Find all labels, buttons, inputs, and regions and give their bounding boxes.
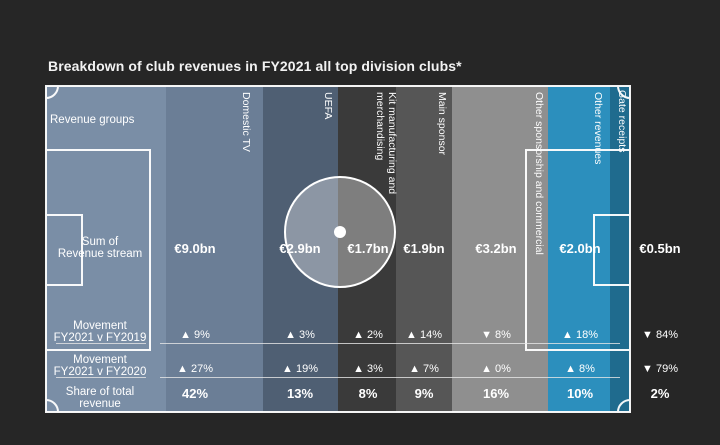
share-other-revenues: 10% bbox=[566, 386, 594, 401]
movement19-other-sponsorship-and-commercial: ▼ 8% bbox=[481, 329, 511, 341]
row-label-share-line1: Share of total bbox=[65, 386, 135, 398]
movement19-other-revenues: ▲ 18% bbox=[562, 329, 598, 341]
band-gate-receipts bbox=[610, 86, 630, 412]
row-label-mv19-line1: Movement bbox=[73, 320, 127, 332]
sum-main-sponsor: €1.9bn bbox=[403, 241, 445, 256]
row-label-sum-line1: Sum of bbox=[81, 236, 119, 248]
row-label-mv20-line2: FY2021 v FY2020 bbox=[53, 366, 147, 378]
column-label-kit-manufacturing-and-merchandising: Kit manufacturing and merchandising bbox=[374, 92, 398, 195]
separator-row-1 bbox=[160, 343, 620, 344]
band-kit bbox=[338, 86, 396, 412]
band-other-sponsorship bbox=[452, 86, 548, 412]
corner-arc-bl bbox=[45, 399, 59, 413]
movement19-uefa: ▲ 3% bbox=[285, 329, 315, 341]
movement19-main-sponsor: ▲ 14% bbox=[406, 329, 442, 341]
movement20-other-sponsorship-and-commercial: ▲ 0% bbox=[481, 363, 511, 375]
row-label-share-line2: revenue bbox=[79, 398, 121, 410]
column-label-other-revenues: Other revenues bbox=[592, 92, 604, 165]
separator-row-2 bbox=[160, 377, 620, 378]
share-other-sponsorship-and-commercial: 16% bbox=[482, 386, 510, 401]
row-label-sum: Sum of Revenue stream bbox=[50, 236, 150, 260]
sum-other-sponsorship-and-commercial: €3.2bn bbox=[475, 241, 517, 256]
corner-arc-br bbox=[617, 399, 631, 413]
corner-arc-tr bbox=[617, 85, 631, 99]
row-label-mv19: Movement FY2021 v FY2019 bbox=[50, 320, 150, 344]
row-label-sum-line2: Revenue stream bbox=[57, 248, 143, 260]
share-uefa: 13% bbox=[286, 386, 314, 401]
movement20-uefa: ▲ 19% bbox=[282, 363, 318, 375]
movement20-main-sponsor: ▲ 7% bbox=[409, 363, 439, 375]
separator-label-2 bbox=[56, 377, 146, 378]
row-label-mv19-line2: FY2021 v FY2019 bbox=[53, 332, 147, 344]
movement19-gate-receipts: ▼ 84% bbox=[642, 329, 678, 341]
movement19-kit-manufacturing-and-merchandising: ▲ 2% bbox=[353, 329, 383, 341]
column-label-main-sponsor: Main sponsor bbox=[436, 92, 448, 156]
left-goal-box bbox=[45, 214, 83, 286]
row-label-revenue-groups: Revenue groups bbox=[50, 114, 135, 126]
share-kit-manufacturing-and-merchandising: 8% bbox=[358, 386, 378, 401]
sum-domestic-tv: €9.0bn bbox=[174, 241, 216, 256]
movement20-gate-receipts: ▼ 79% bbox=[642, 363, 678, 375]
movement20-other-revenues: ▲ 8% bbox=[565, 363, 595, 375]
column-label-gate-receipts: Gate receipts bbox=[616, 90, 628, 153]
movement20-domestic-tv: ▲ 27% bbox=[177, 363, 213, 375]
band-other-revenues bbox=[548, 86, 610, 412]
share-gate-receipts: 2% bbox=[650, 386, 670, 401]
share-main-sponsor: 9% bbox=[414, 386, 434, 401]
corner-arc-tl bbox=[45, 85, 59, 99]
movement19-domestic-tv: ▲ 9% bbox=[180, 329, 210, 341]
column-label-uefa: UEFA bbox=[322, 92, 334, 120]
band-main-sponsor bbox=[396, 86, 452, 412]
band-revenue-groups bbox=[46, 86, 166, 412]
sum-gate-receipts: €0.5bn bbox=[639, 241, 681, 256]
movement20-kit-manufacturing-and-merchandising: ▲ 3% bbox=[353, 363, 383, 375]
band-domestic-tv bbox=[166, 86, 263, 412]
row-label-share: Share of total revenue bbox=[50, 386, 150, 410]
sum-kit-manufacturing-and-merchandising: €1.7bn bbox=[347, 241, 389, 256]
column-label-other-sponsorship-and-commercial: Other sponsorship and commercial bbox=[533, 92, 545, 255]
separator-label-1 bbox=[56, 343, 146, 344]
chart-title: Breakdown of club revenues in FY2021 all… bbox=[48, 58, 462, 74]
centre-spot bbox=[334, 226, 346, 238]
right-goal-box bbox=[593, 214, 631, 286]
sum-other-revenues: €2.0bn bbox=[559, 241, 601, 256]
sum-uefa: €2.9bn bbox=[279, 241, 321, 256]
column-label-domestic-tv: Domestic TV bbox=[240, 92, 252, 152]
row-label-mv20-line1: Movement bbox=[73, 354, 127, 366]
row-label-mv20: Movement FY2021 v FY2020 bbox=[50, 354, 150, 378]
band-uefa bbox=[263, 86, 338, 412]
share-domestic-tv: 42% bbox=[181, 386, 209, 401]
